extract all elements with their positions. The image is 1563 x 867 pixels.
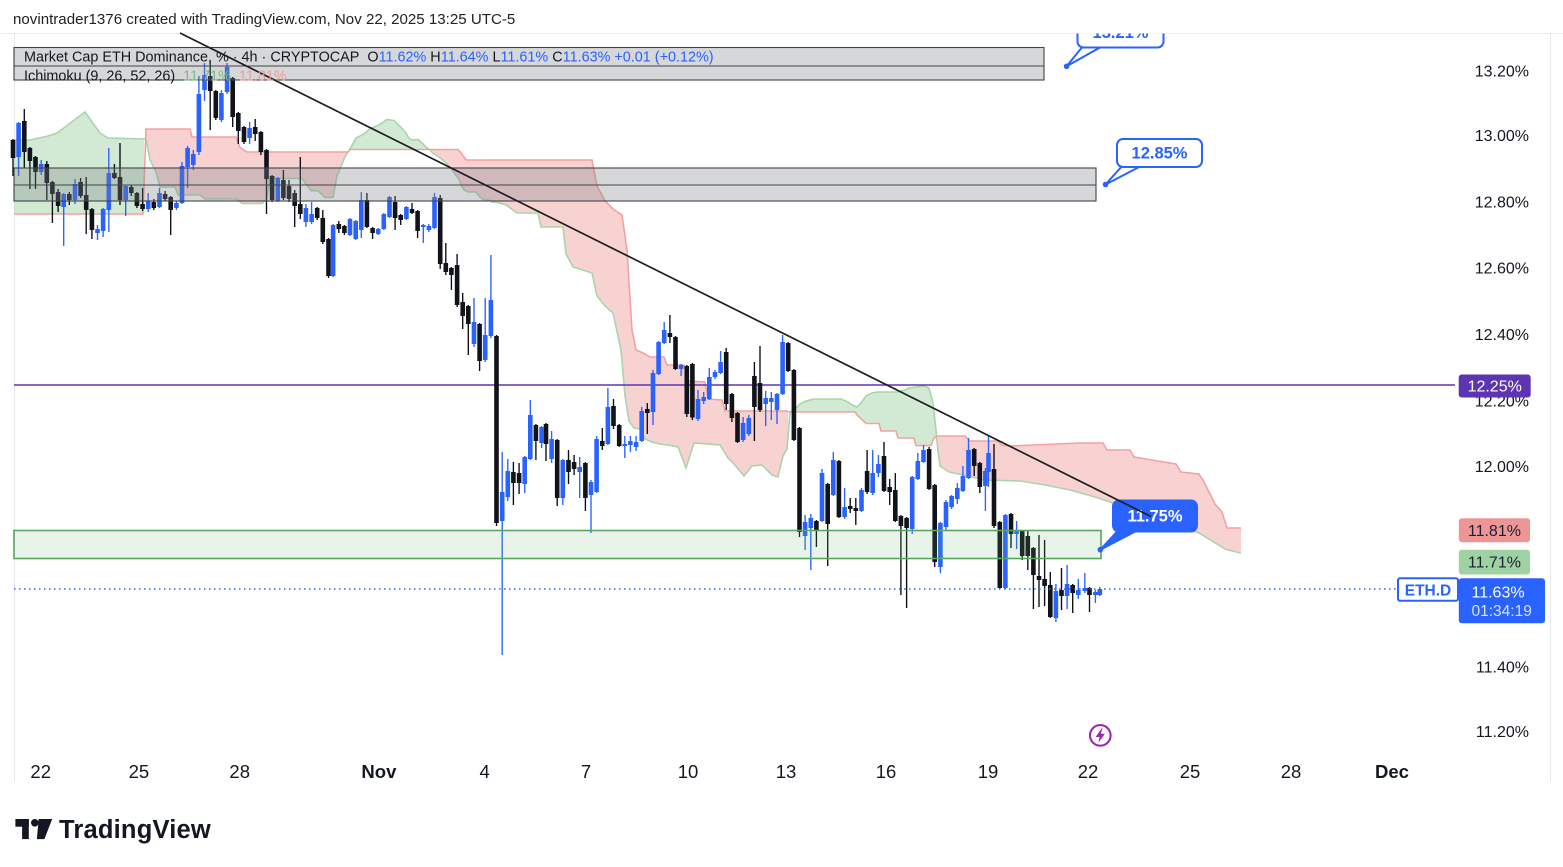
svg-text:25: 25 bbox=[129, 761, 150, 782]
svg-text:12.00%: 12.00% bbox=[1475, 459, 1529, 476]
svg-text:11.71%: 11.71% bbox=[1468, 555, 1521, 572]
svg-text:10: 10 bbox=[678, 761, 699, 782]
svg-text:ETH.D: ETH.D bbox=[1405, 583, 1452, 600]
svg-text:13.20%: 13.20% bbox=[1475, 64, 1529, 81]
svg-text:12.60%: 12.60% bbox=[1475, 261, 1529, 278]
svg-text:25: 25 bbox=[1180, 761, 1201, 782]
svg-text:13.00%: 13.00% bbox=[1475, 128, 1529, 145]
svg-text:28: 28 bbox=[229, 761, 250, 782]
svg-text:11.81%: 11.81% bbox=[1468, 523, 1521, 540]
svg-text:01:34:19: 01:34:19 bbox=[1472, 603, 1532, 620]
svg-text:13.21%: 13.21% bbox=[1093, 24, 1149, 42]
svg-text:11.20%: 11.20% bbox=[1476, 724, 1529, 741]
svg-text:Market Cap ETH Dominance, % ·: Market Cap ETH Dominance, % · 4h · CRYPT… bbox=[24, 50, 714, 66]
svg-text:4: 4 bbox=[479, 761, 489, 782]
svg-text:11.40%: 11.40% bbox=[1476, 660, 1529, 677]
svg-text:7: 7 bbox=[581, 761, 591, 782]
svg-text:11.75%: 11.75% bbox=[1127, 508, 1182, 526]
svg-text:novintrader1376 created with T: novintrader1376 created with TradingView… bbox=[13, 11, 515, 28]
svg-text:22: 22 bbox=[30, 761, 51, 782]
svg-text:Dec: Dec bbox=[1375, 761, 1409, 782]
svg-text:11.63%: 11.63% bbox=[1472, 585, 1525, 602]
svg-text:13: 13 bbox=[776, 761, 797, 782]
svg-text:Ichimoku (9, 26, 52, 26) 11.7: Ichimoku (9, 26, 52, 26) 11.71% 11.81% bbox=[24, 69, 287, 85]
svg-text:16: 16 bbox=[876, 761, 897, 782]
svg-text:12.80%: 12.80% bbox=[1475, 195, 1529, 212]
svg-text:12.20%: 12.20% bbox=[1475, 394, 1529, 411]
svg-text:12.40%: 12.40% bbox=[1475, 327, 1529, 344]
svg-text:12.25%: 12.25% bbox=[1468, 379, 1522, 396]
svg-text:22: 22 bbox=[1078, 761, 1099, 782]
svg-text:19: 19 bbox=[978, 761, 999, 782]
svg-text:28: 28 bbox=[1281, 761, 1302, 782]
svg-text:Nov: Nov bbox=[361, 761, 397, 782]
svg-text:TradingView: TradingView bbox=[59, 816, 211, 844]
svg-text:12.85%: 12.85% bbox=[1132, 145, 1188, 163]
